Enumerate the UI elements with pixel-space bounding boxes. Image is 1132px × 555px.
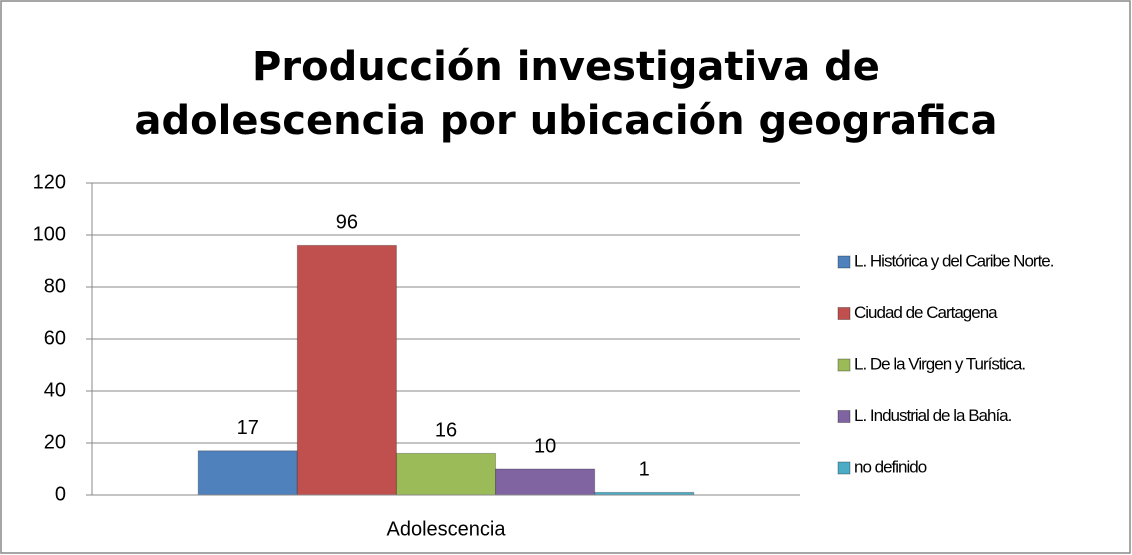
y-tick-label: 80 <box>44 275 66 297</box>
data-label: 1 <box>639 459 650 481</box>
chart-title: Producción investigativa de adolescencia… <box>134 44 998 144</box>
y-tick-label: 40 <box>44 379 66 401</box>
data-label: 17 <box>237 417 259 439</box>
legend-label: L. Industrial de la Bahía. <box>854 406 1012 425</box>
data-label: 96 <box>336 212 358 234</box>
legend-label: L. Histórica y del Caribe Norte. <box>854 251 1054 270</box>
bar <box>296 244 397 496</box>
legend-swatch <box>837 307 851 320</box>
data-label: 10 <box>534 435 556 457</box>
legend-swatch <box>837 255 851 269</box>
legend-label: Ciudad de Cartagena <box>854 303 998 322</box>
legend-label: L. De la Virgen y Turística. <box>854 354 1025 373</box>
bar <box>495 468 596 496</box>
legend-swatch <box>837 461 851 475</box>
bar <box>395 452 497 496</box>
bar <box>197 450 298 496</box>
x-tick-label: Adolescencia <box>387 518 507 540</box>
legend-swatch <box>837 358 851 372</box>
y-tick-label: 60 <box>44 327 66 349</box>
legend-label: no definido <box>854 457 927 476</box>
y-tick-label: 100 <box>33 223 66 245</box>
y-tick-label: 120 <box>33 171 66 193</box>
y-tick-label: 0 <box>55 483 66 505</box>
legend-swatch <box>837 410 851 423</box>
y-tick-label: 20 <box>44 431 66 453</box>
data-label: 16 <box>435 420 457 442</box>
